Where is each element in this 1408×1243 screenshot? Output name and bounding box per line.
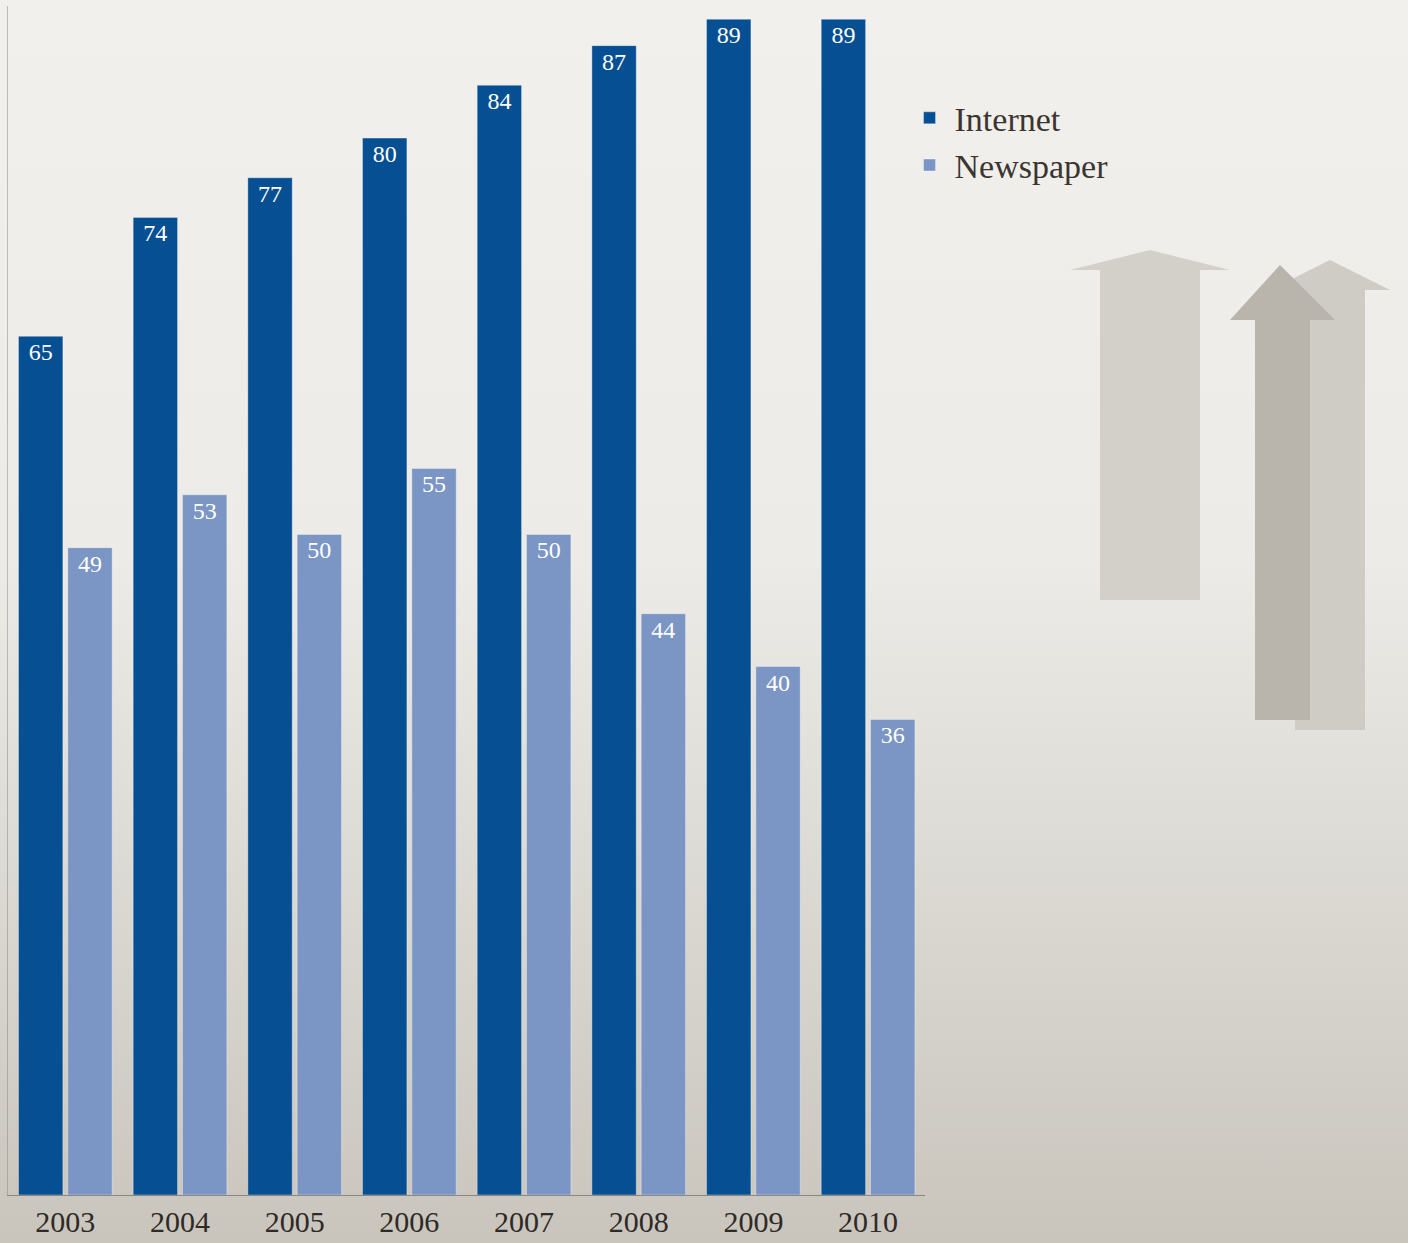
- svg-text:65: 65: [29, 339, 53, 365]
- svg-text:2009: 2009: [723, 1205, 783, 1238]
- svg-text:2010: 2010: [838, 1205, 898, 1238]
- svg-text:Newspaper: Newspaper: [955, 148, 1109, 185]
- svg-text:77: 77: [258, 181, 282, 207]
- svg-text:49: 49: [78, 551, 102, 577]
- svg-text:2008: 2008: [609, 1205, 669, 1238]
- svg-text:89: 89: [831, 22, 855, 48]
- svg-text:2005: 2005: [265, 1205, 325, 1238]
- svg-text:2006: 2006: [379, 1205, 439, 1238]
- svg-text:84: 84: [487, 88, 511, 114]
- svg-text:50: 50: [537, 537, 561, 563]
- svg-text:53: 53: [193, 498, 217, 524]
- svg-text:74: 74: [143, 220, 167, 246]
- svg-text:44: 44: [651, 617, 675, 643]
- svg-text:2004: 2004: [150, 1205, 210, 1238]
- svg-text:87: 87: [602, 49, 626, 75]
- svg-text:2003: 2003: [35, 1205, 95, 1238]
- svg-text:Internet: Internet: [955, 101, 1061, 138]
- svg-text:2007: 2007: [494, 1205, 554, 1238]
- svg-text:36: 36: [881, 722, 905, 748]
- svg-text:89: 89: [717, 22, 741, 48]
- svg-text:80: 80: [373, 141, 397, 167]
- svg-text:55: 55: [422, 471, 446, 497]
- svg-text:50: 50: [307, 537, 331, 563]
- svg-text:40: 40: [766, 670, 790, 696]
